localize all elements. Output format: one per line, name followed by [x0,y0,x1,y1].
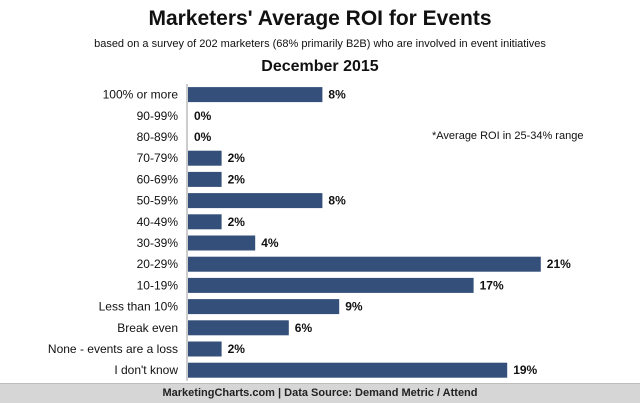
value-label: 8% [328,88,346,102]
value-label: 19% [513,363,537,377]
category-label: 70-79% [137,151,179,165]
value-label: 0% [194,109,212,123]
value-label: 6% [295,321,313,335]
bar [188,235,256,251]
value-label: 9% [345,300,363,314]
value-label: 2% [228,151,246,165]
bar [188,193,323,209]
category-label: 90-99% [137,109,179,123]
bar [188,87,323,103]
bar [188,341,222,357]
category-label: 80-89% [137,130,179,144]
value-label: 17% [480,278,504,292]
category-label: Break even [117,321,178,335]
bar [188,299,340,315]
category-label: Less than 10% [99,300,179,314]
value-label: 21% [547,257,571,271]
bar-chart: 100% or more 8% 90-99% 0% 80-89% 0% 70-79% 2% 60… [48,84,571,381]
chart-note: *Average ROI in 25-34% range [432,130,584,142]
source-footer: MarketingCharts.com | Data Source: Deman… [0,383,640,403]
category-label: 40-49% [137,215,179,229]
value-label: 2% [228,215,246,229]
bar [188,171,222,187]
category-label: 100% or more [103,88,179,102]
value-label: 8% [328,194,346,208]
category-label: 30-39% [137,236,179,250]
value-label: 2% [228,342,246,356]
value-label: 2% [228,172,246,186]
chart-date: December 2015 [261,58,379,75]
value-label: 4% [261,236,279,250]
category-label: 60-69% [137,172,179,186]
category-label: I don't know [114,363,178,377]
category-label: 10-19% [137,278,179,292]
bar [188,320,289,336]
category-label: None - events are a loss [48,342,178,356]
chart-title: Marketers' Average ROI for Events [148,7,492,30]
bar [188,362,508,378]
bar [188,256,541,272]
category-label: 20-29% [137,257,179,271]
chart-subtitle: based on a survey of 202 marketers (68% … [94,38,546,50]
category-label: 50-59% [137,194,179,208]
value-label: 0% [194,130,212,144]
bar [188,214,222,230]
bar [188,277,474,293]
bar [188,150,222,166]
